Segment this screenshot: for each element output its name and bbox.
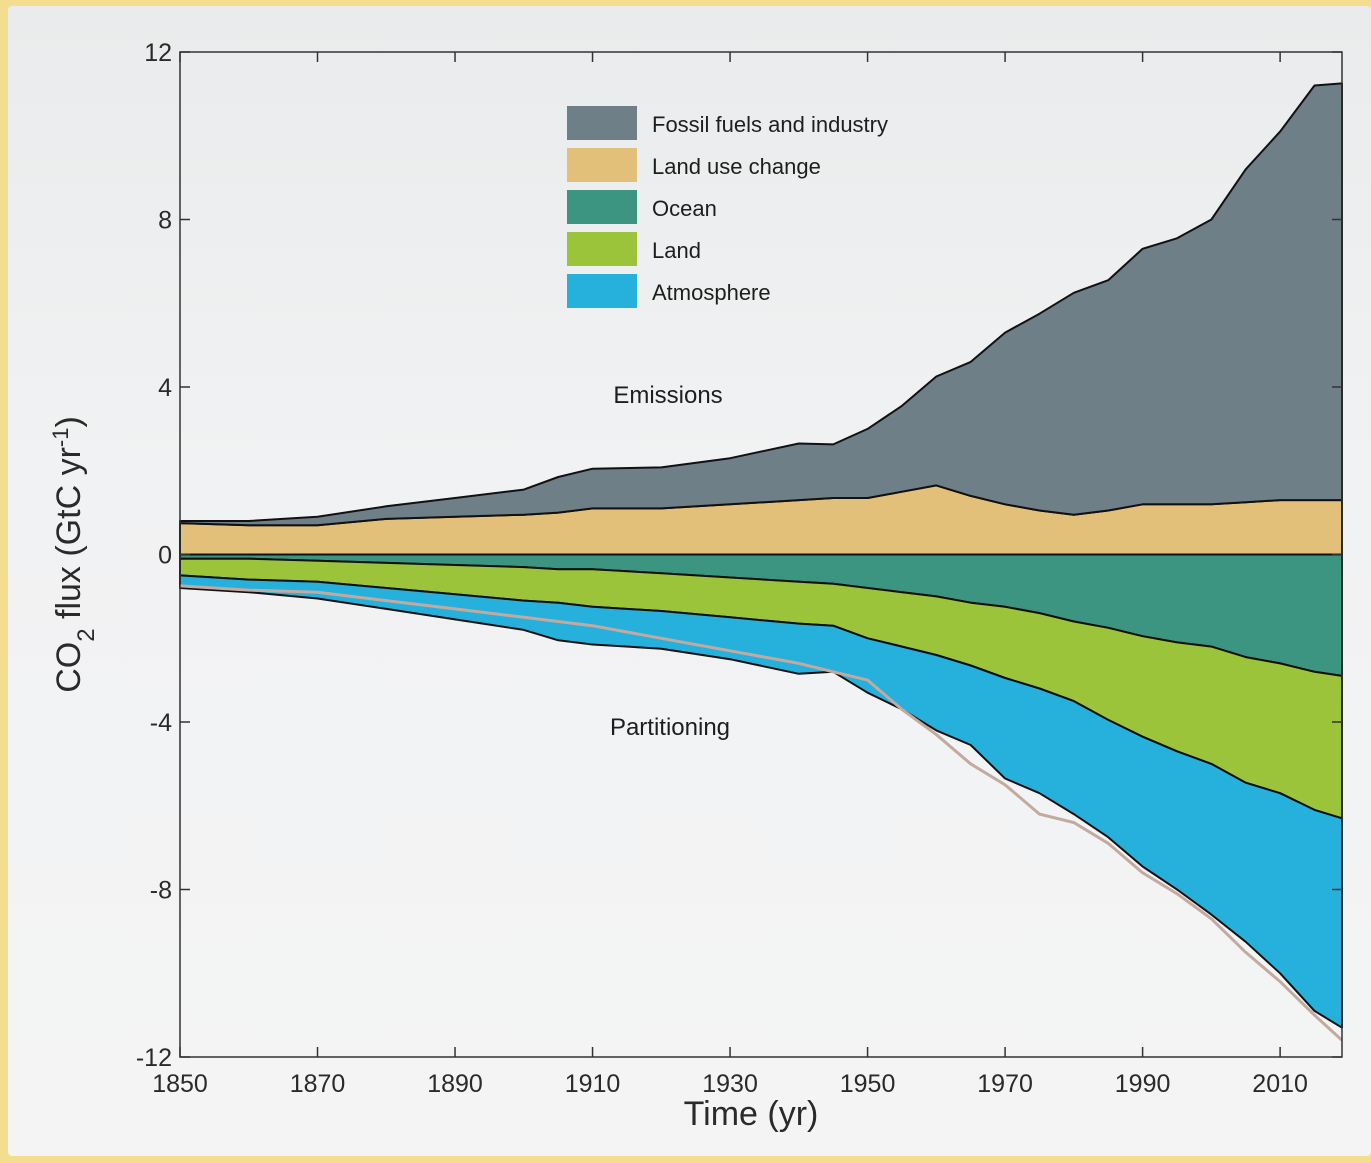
- y-tick-label: 12: [144, 39, 172, 67]
- x-tick-label: 1850: [152, 1070, 208, 1098]
- y-axis-title-part: -1: [48, 428, 73, 448]
- annotations: Emissions Partitioning: [610, 382, 730, 741]
- y-tick-label: 8: [158, 207, 172, 235]
- y-axis-title-part: 2: [73, 628, 100, 641]
- x-tick-label: 1970: [977, 1070, 1033, 1098]
- x-tick-label: 1910: [565, 1070, 621, 1098]
- y-axis-title-part: flux (GtC yr: [50, 447, 88, 628]
- y-tick-label: 4: [158, 374, 172, 402]
- x-tick-label: 1870: [290, 1070, 346, 1098]
- legend-swatch-4: [567, 232, 637, 266]
- y-tick-label: -12: [136, 1044, 172, 1072]
- legend-swatch-2: [567, 148, 637, 182]
- legend-label-5: Atmosphere: [652, 280, 771, 305]
- plot-area: [179, 82, 1344, 1042]
- x-tick-label: 1950: [840, 1070, 896, 1098]
- y-axis-title: CO2 flux (GtC yr-1): [48, 416, 100, 693]
- partitioning-label: Partitioning: [610, 714, 730, 741]
- y-tick-label: -4: [150, 709, 172, 737]
- y-tick-label: 0: [158, 542, 172, 570]
- emissions-label: Emissions: [613, 382, 722, 409]
- legend-label-3: Ocean: [652, 196, 717, 221]
- legend: Fossil fuels and industry Land use change…: [567, 106, 888, 308]
- x-tick-label: 1990: [1115, 1070, 1171, 1098]
- budget-imbalance-line: [179, 584, 1344, 1042]
- legend-label-1: Fossil fuels and industry: [652, 112, 888, 137]
- x-tick-label: 1930: [702, 1070, 758, 1098]
- x-tick-label: 2010: [1252, 1070, 1308, 1098]
- y-tick-label: -8: [150, 877, 172, 905]
- x-tick-label: 1890: [427, 1070, 483, 1098]
- y-axis-title-part: CO: [50, 642, 88, 693]
- legend-swatch-5: [567, 274, 637, 308]
- x-axis-title: Time (yr): [684, 1095, 819, 1133]
- legend-label-2: Land use change: [652, 154, 821, 179]
- legend-swatch-1: [567, 106, 637, 140]
- y-axis-title-part: ): [50, 416, 88, 427]
- legend-label-4: Land: [652, 238, 701, 263]
- legend-swatch-3: [567, 190, 637, 224]
